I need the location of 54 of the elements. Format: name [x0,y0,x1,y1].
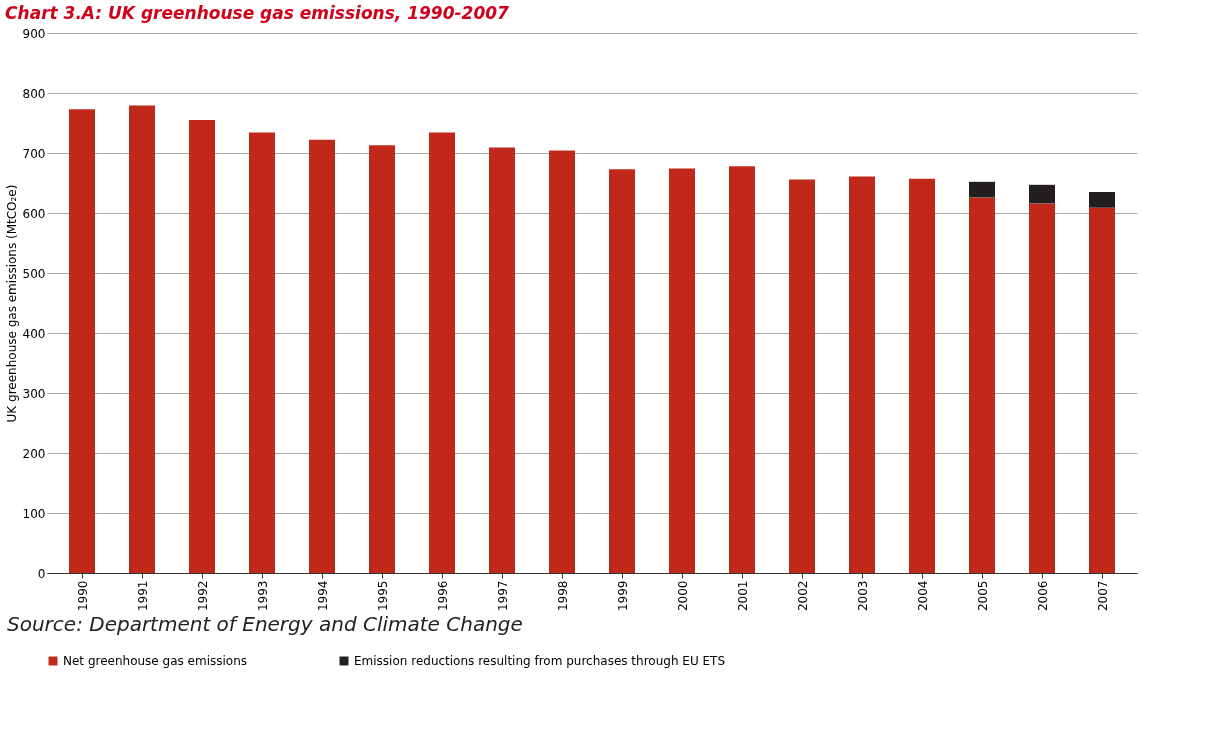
y-tick-label: 600 [22,206,46,221]
x-tick-label: 2006 [1035,580,1050,612]
bar [789,179,815,573]
y-tick-label: 800 [22,86,46,101]
bar [1089,192,1115,208]
bar [729,166,755,573]
bar [1029,184,1055,204]
y-tick-label: 900 [22,26,46,41]
x-tick-label: 2002 [795,580,810,612]
x-tick-label: 1996 [435,580,450,612]
bar [69,109,95,573]
bar [1089,207,1115,573]
x-tick-label: 1991 [135,580,150,612]
bar [369,145,395,573]
bar [849,176,875,573]
x-tick-label: 1990 [75,580,90,612]
x-tick-label: 2001 [735,580,750,612]
x-tick-label: 1993 [255,580,270,612]
x-tick-label: 1994 [315,580,330,612]
source-note: Source: Department of Energy and Climate Change [7,612,523,636]
bar [609,169,635,573]
legend-label: Net greenhouse gas emissions [63,654,248,668]
x-tick-label: 1998 [555,580,570,612]
x-tick-label: 2007 [1095,580,1110,612]
bar [309,139,335,573]
x-tick-label: 2000 [675,580,690,612]
bar [249,132,275,573]
x-tick-label: 2005 [975,580,990,612]
bar [129,105,155,573]
y-axis-title: UK greenhouse gas emissions (MtCO₂e) [4,184,19,423]
y-tick-label: 700 [22,146,46,161]
y-tick-label: 500 [22,266,46,281]
y-tick-label: 300 [22,386,46,401]
y-tick-label: 0 [37,566,46,581]
bar [909,178,935,573]
y-tick-label: 200 [22,446,46,461]
bar [489,147,515,573]
bar [1029,203,1055,573]
x-tick-label: 1997 [495,580,510,612]
bar [549,150,575,573]
x-tick-label: 2004 [915,580,930,612]
bar [969,197,995,573]
bar [969,181,995,198]
bar [189,120,215,573]
x-tick-label: 2003 [855,580,870,612]
x-tick-label: 1995 [375,580,390,612]
y-tick-label: 100 [22,506,46,521]
x-tick-label: 1999 [615,580,630,612]
x-tick-label: 1992 [195,580,210,612]
legend-label: Emission reductions resulting from purchases through EU ETS [354,654,726,668]
chart-title: Chart 3.A: UK greenhouse gas emissions, 1990-2007 [5,3,510,23]
y-tick-label: 400 [22,326,46,341]
bar [669,168,695,573]
bar [429,132,455,573]
